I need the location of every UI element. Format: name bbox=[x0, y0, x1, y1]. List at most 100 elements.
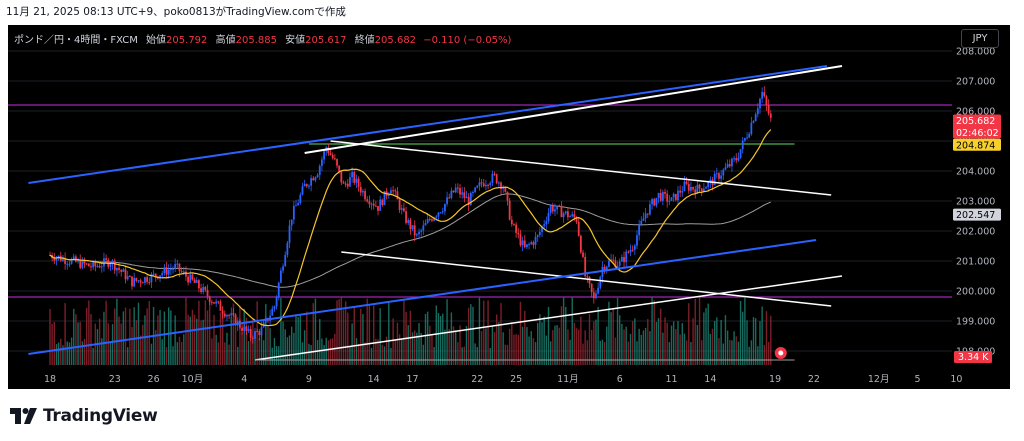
candle-body bbox=[182, 271, 185, 273]
volume-bar bbox=[631, 321, 634, 365]
candle-body bbox=[297, 202, 300, 206]
volume-bar bbox=[73, 308, 75, 365]
candle-body bbox=[664, 191, 666, 194]
volume-bar bbox=[569, 339, 571, 365]
volume-bar bbox=[599, 340, 601, 365]
candle-body bbox=[627, 251, 630, 253]
candle-body bbox=[415, 234, 418, 236]
volume-bar bbox=[731, 340, 733, 365]
candle-body bbox=[228, 315, 231, 317]
candle-body bbox=[765, 96, 768, 105]
candle-body bbox=[405, 211, 407, 223]
volume-bar bbox=[148, 301, 150, 365]
candle-body bbox=[215, 301, 218, 304]
chart-panel[interactable]: 208.000207.000206.000205.000204.000203.0… bbox=[8, 25, 1010, 389]
candle-body bbox=[176, 263, 179, 265]
volume-bar bbox=[653, 300, 655, 365]
volume-bar bbox=[429, 325, 431, 365]
candle-body bbox=[746, 137, 748, 139]
volume-bar bbox=[465, 326, 468, 365]
candle-body bbox=[64, 257, 67, 264]
candle-body bbox=[485, 184, 487, 187]
candle-body bbox=[696, 184, 699, 194]
candle-body bbox=[735, 158, 738, 161]
x-tick-label-8: 22 bbox=[471, 374, 483, 385]
volume-bar bbox=[584, 330, 586, 365]
candle-body bbox=[245, 326, 248, 331]
volume-bar bbox=[401, 338, 403, 365]
volume-bar bbox=[606, 326, 608, 365]
volume-bar bbox=[439, 315, 442, 365]
candle-body bbox=[437, 212, 440, 217]
volume-bar bbox=[450, 312, 453, 365]
candle-body bbox=[316, 175, 319, 178]
volume-bar bbox=[724, 315, 727, 365]
volume-bar bbox=[515, 334, 517, 365]
volume-bar bbox=[588, 313, 591, 365]
volume-bar bbox=[565, 306, 567, 365]
candle-body bbox=[418, 231, 420, 235]
candle-body bbox=[172, 268, 174, 270]
candle-body bbox=[355, 178, 358, 183]
candle-body bbox=[87, 263, 90, 267]
candle-body bbox=[502, 187, 505, 189]
volume-bar bbox=[726, 330, 729, 365]
volume-bar bbox=[230, 316, 232, 365]
volume-bar bbox=[614, 337, 617, 365]
candle-body bbox=[687, 183, 690, 191]
volume-bar bbox=[249, 334, 252, 365]
volume-bar bbox=[314, 298, 317, 365]
volume-bar bbox=[180, 341, 183, 365]
candle-body bbox=[694, 189, 697, 194]
candle-body bbox=[474, 187, 477, 192]
volume-bar bbox=[85, 307, 88, 365]
price-chart[interactable]: 208.000207.000206.000205.000204.000203.0… bbox=[8, 25, 1010, 389]
volume-bar bbox=[241, 332, 243, 365]
volume-bar bbox=[202, 319, 204, 365]
volume-bar bbox=[103, 311, 105, 365]
y-tick-label-5: 203.000 bbox=[956, 197, 995, 208]
volume-bar bbox=[698, 297, 701, 365]
candle-body bbox=[737, 157, 740, 161]
volume-bar bbox=[666, 322, 668, 365]
x-tick-label-4: 4 bbox=[241, 374, 247, 385]
volume-bar bbox=[761, 306, 763, 365]
volume-bar bbox=[705, 308, 707, 365]
candle-body bbox=[739, 149, 742, 158]
symbol-name[interactable]: ポンド／円・4時間・FXCM bbox=[14, 35, 138, 46]
x-tick-label-9: 25 bbox=[510, 374, 522, 385]
candle-body bbox=[232, 313, 235, 315]
candle-body bbox=[359, 186, 362, 193]
candle-body bbox=[333, 158, 336, 160]
candle-body bbox=[536, 234, 539, 237]
close-label: 終値 bbox=[354, 35, 375, 46]
volume-bar bbox=[308, 343, 310, 365]
price-label-bg-2 bbox=[953, 208, 1001, 221]
volume-bar bbox=[258, 338, 261, 365]
volume-bar bbox=[424, 313, 427, 365]
candle-body bbox=[508, 200, 511, 220]
volume-bar bbox=[211, 338, 213, 365]
volume-bar bbox=[649, 331, 651, 365]
volume-bar bbox=[580, 316, 582, 365]
volume-bar bbox=[392, 318, 394, 365]
candle-body bbox=[726, 164, 729, 168]
volume-bar bbox=[68, 342, 71, 365]
candle-body bbox=[661, 191, 664, 201]
candle-body bbox=[223, 313, 226, 317]
volume-bar bbox=[681, 323, 683, 365]
candle-body bbox=[625, 251, 628, 263]
x-tick-label-15: 22 bbox=[808, 374, 820, 385]
price-label-0: 205.682 bbox=[956, 116, 995, 127]
trendline-4 bbox=[28, 239, 817, 355]
volume-bar bbox=[748, 346, 750, 365]
candle-body bbox=[653, 199, 656, 206]
volume-bar bbox=[286, 337, 289, 365]
volume-bar bbox=[364, 342, 366, 365]
currency-button[interactable]: JPY bbox=[961, 29, 999, 48]
ma-slow-line bbox=[49, 193, 771, 288]
volume-bar bbox=[247, 341, 250, 365]
volume-bar bbox=[657, 318, 660, 365]
tradingview-logo[interactable]: TradingView bbox=[10, 405, 158, 427]
volume-bar bbox=[88, 300, 90, 365]
